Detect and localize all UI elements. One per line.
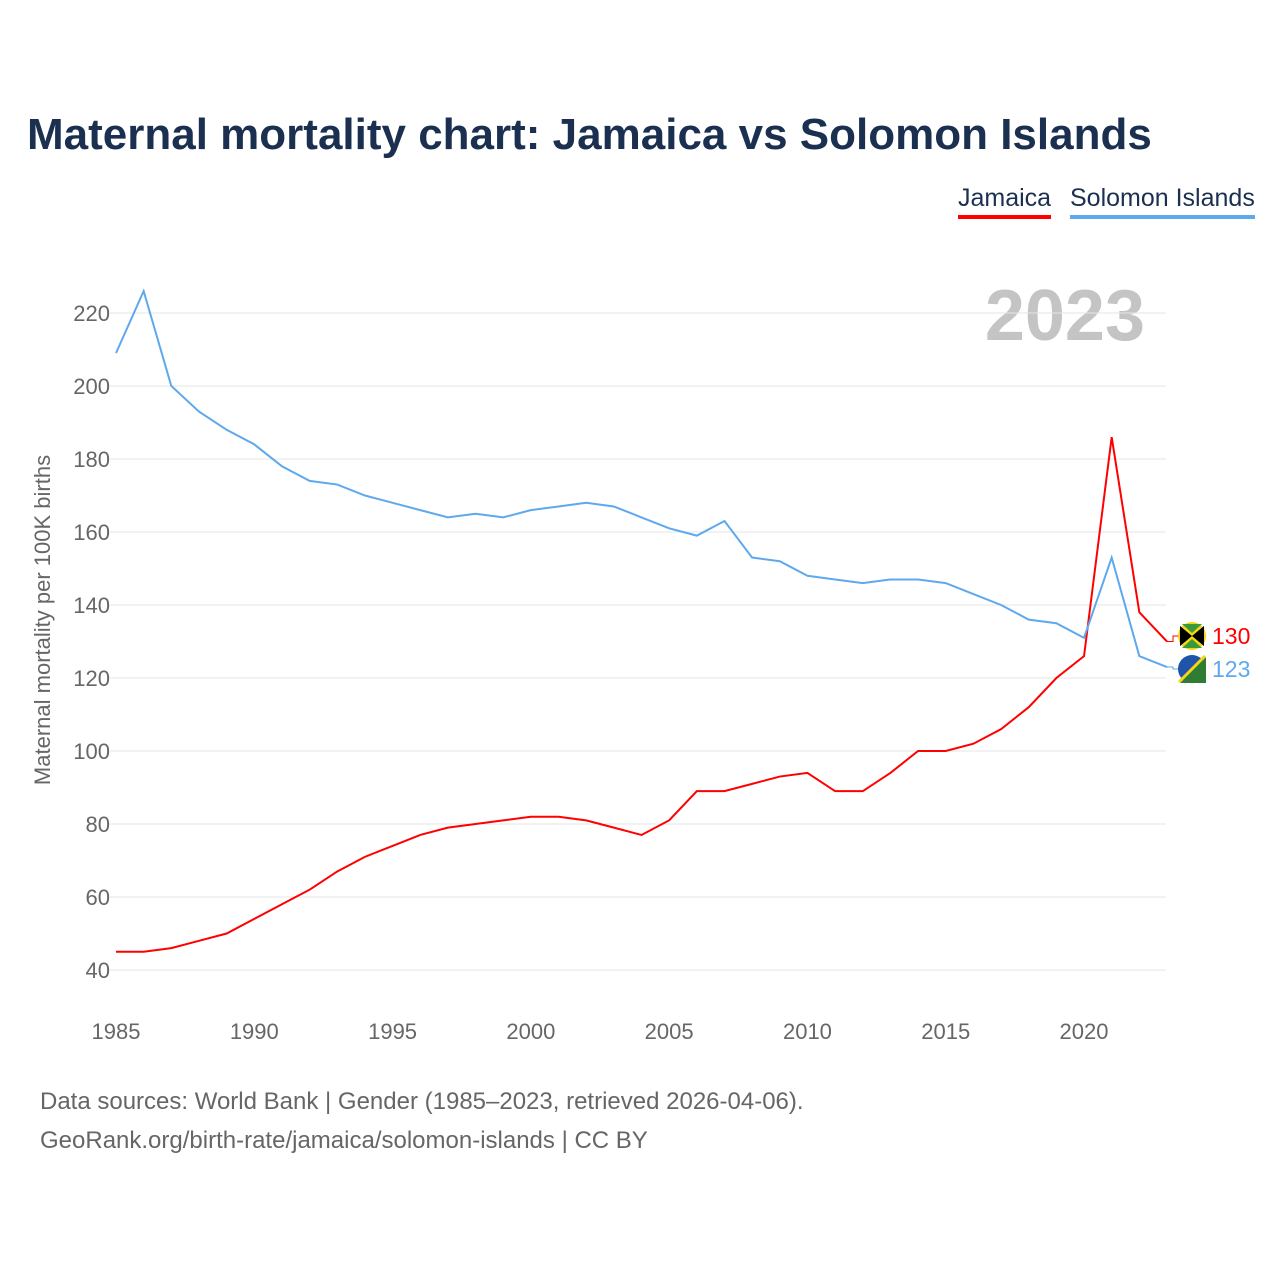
end-value-label: 123: [1212, 656, 1250, 682]
y-axis-label: Maternal mortality per 100K births: [30, 455, 55, 785]
end-value-label: 130: [1212, 623, 1250, 649]
x-tick-label: 1985: [92, 1019, 141, 1044]
year-watermark: 2023: [985, 276, 1145, 356]
connector-line: [1167, 666, 1179, 670]
y-tick-label: 80: [86, 812, 110, 837]
y-tick-label: 40: [86, 958, 110, 983]
x-tick-label: 2020: [1060, 1019, 1109, 1044]
x-tick-label: 1990: [230, 1019, 279, 1044]
x-tick-label: 1995: [368, 1019, 417, 1044]
chart-title: Maternal mortality chart: Jamaica vs Sol…: [27, 110, 1152, 159]
series-line-jamaica: [116, 436, 1168, 953]
y-tick-label: 120: [73, 666, 110, 691]
y-tick-label: 140: [73, 593, 110, 618]
y-tick-label: 180: [73, 447, 110, 472]
legend-solomon-islands[interactable]: Solomon Islands: [1070, 184, 1255, 219]
series-line-solomon-islands: [115, 288, 1168, 668]
y-tick-label: 60: [86, 885, 110, 910]
flag-detail: [1180, 626, 1192, 646]
flag-detail: [1182, 639, 1202, 648]
flag-detail: [1177, 654, 1207, 684]
x-tick-label: 2010: [783, 1019, 832, 1044]
y-tick-label: 200: [73, 374, 110, 399]
flag-detail: [1192, 626, 1204, 646]
source-link[interactable]: GeoRank.org/birth-rate/jamaica/solomon-i…: [40, 1127, 648, 1154]
y-tick-label: 220: [73, 301, 110, 326]
y-tick-label: 100: [73, 739, 110, 764]
source-text: Data sources: World Bank | Gender (1985–…: [40, 1088, 804, 1115]
x-tick-label: 2015: [921, 1019, 970, 1044]
connector-line: [1167, 635, 1179, 642]
y-tick-label: 160: [73, 520, 110, 545]
x-tick-label: 2000: [506, 1019, 555, 1044]
x-tick-label: 2005: [645, 1019, 694, 1044]
flag-detail: [1182, 624, 1202, 633]
legend-jamaica[interactable]: Jamaica: [958, 184, 1052, 219]
